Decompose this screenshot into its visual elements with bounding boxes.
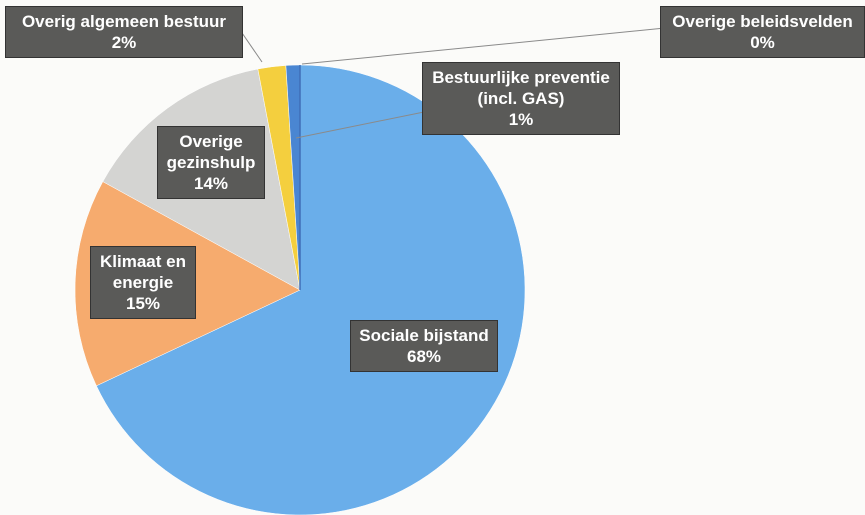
label-name: Klimaat en energie [100, 252, 186, 292]
data-label: Overige gezinshulp 14% [157, 126, 265, 199]
label-value: 2% [111, 33, 137, 52]
leader-line [295, 111, 425, 139]
label-name: Bestuurlijke preventie (incl. GAS) [432, 68, 610, 108]
leader-line [239, 29, 263, 63]
label-name: Overige beleidsvelden [672, 12, 853, 31]
label-value: 15% [125, 294, 161, 313]
data-label: Bestuurlijke preventie (incl. GAS) 1% [422, 62, 620, 135]
label-value: 0% [750, 33, 775, 52]
data-label: Overig algemeen bestuur 2% [5, 6, 243, 58]
label-value: 14% [193, 174, 229, 193]
data-label: Sociale bijstand 68% [350, 320, 498, 372]
data-label: Klimaat en energie 15% [90, 246, 196, 319]
leader-line [301, 27, 666, 65]
data-label: Overige beleidsvelden 0% [660, 6, 865, 58]
label-value: 1% [508, 110, 534, 129]
label-name: Overig algemeen bestuur [21, 12, 227, 31]
label-name: Sociale bijstand [359, 326, 489, 345]
label-value: 68% [406, 347, 442, 366]
label-name: Overige gezinshulp [166, 132, 256, 172]
